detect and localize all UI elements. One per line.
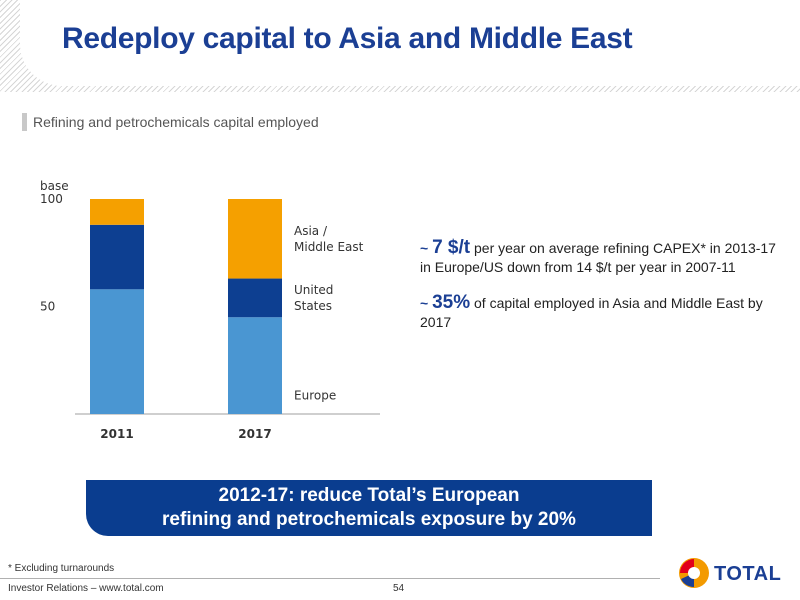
conclusion-banner: 2012-17: reduce Total’s European refinin… [86,480,652,536]
bar-2011-united-states [90,224,144,290]
legend-label-united-states-1: States [294,299,332,313]
footer-investor-relations: Investor Relations – www.total.com [8,583,164,594]
bullet-capex-text: per year on average refining CAPEX* in 2… [420,240,776,275]
y-tick-label-100: 100 [40,192,63,206]
bar-2017-europe [228,317,282,414]
slide-title: Redeploy capital to Asia and Middle East [62,22,633,55]
legend-label-europe-0: Europe [294,389,336,403]
legend-label-asia-middle-east-0: Asia / [294,224,328,238]
y-axis-unit-label: base [40,179,69,193]
bar-2017-asia-middle-east [228,199,282,279]
bullet-capex-highlight: 7 $/t [432,237,471,258]
key-points: ~ 7 $/t per year on average refining CAP… [420,238,790,332]
chart-subtitle: Refining and petrochemicals capital empl… [33,114,319,130]
bullet-asia-highlight: 35% [432,292,471,313]
subtitle-marker [22,113,27,131]
bar-2011-europe [90,289,144,414]
legend-label-asia-middle-east-1: Middle East [294,240,364,254]
bullet-capex-tilde: ~ [420,240,433,256]
y-tick-label-50: 50 [40,300,55,314]
bullet-asia-text: of capital employed in Asia and Middle E… [420,295,763,330]
title-card [20,0,800,86]
x-tick-label-2017: 2017 [238,427,271,441]
bullet-asia-tilde: ~ [420,295,433,311]
footer-divider [0,578,660,579]
logo-wordmark: TOTAL [714,563,782,585]
page-number: 54 [393,583,405,594]
bar-2011-asia-middle-east [90,199,144,225]
bar-2017-united-states [228,278,282,318]
banner-line-1: 2012-17: reduce Total’s European [218,485,520,506]
x-tick-label-2011: 2011 [100,427,133,441]
footnote: * Excluding turnarounds [8,563,115,574]
total-logo-icon [679,558,709,588]
bullet-asia-share: ~ 35% of capital employed in Asia and Mi… [420,293,790,332]
banner-line-2: refining and petrochemicals exposure by … [162,509,576,530]
legend-label-united-states-0: United [294,283,333,297]
bullet-capex: ~ 7 $/t per year on average refining CAP… [420,238,790,277]
